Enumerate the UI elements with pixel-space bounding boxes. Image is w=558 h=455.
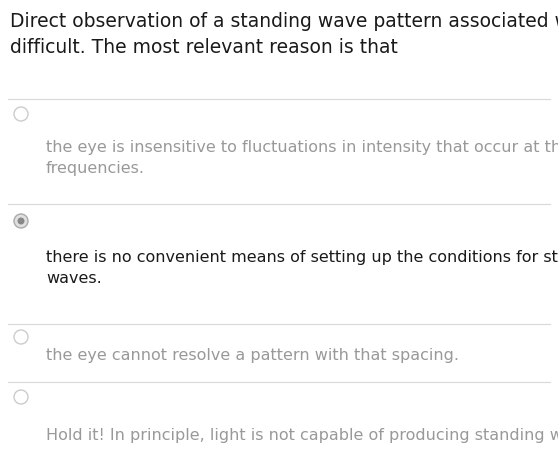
Circle shape [14, 330, 28, 344]
Circle shape [14, 108, 28, 122]
Text: Hold it! In principle, light is not capable of producing standing waves.: Hold it! In principle, light is not capa… [46, 427, 558, 442]
Circle shape [14, 214, 28, 228]
Text: there is no convenient means of setting up the conditions for standing
waves.: there is no convenient means of setting … [46, 249, 558, 285]
Circle shape [14, 390, 28, 404]
Circle shape [17, 218, 25, 225]
Text: Direct observation of a standing wave pattern associated with light is: Direct observation of a standing wave pa… [10, 12, 558, 31]
Text: the eye is insensitive to fluctuations in intensity that occur at those
frequenc: the eye is insensitive to fluctuations i… [46, 140, 558, 176]
Text: the eye cannot resolve a pattern with that spacing.: the eye cannot resolve a pattern with th… [46, 347, 459, 362]
Text: difficult. The most relevant reason is that: difficult. The most relevant reason is t… [10, 38, 398, 57]
